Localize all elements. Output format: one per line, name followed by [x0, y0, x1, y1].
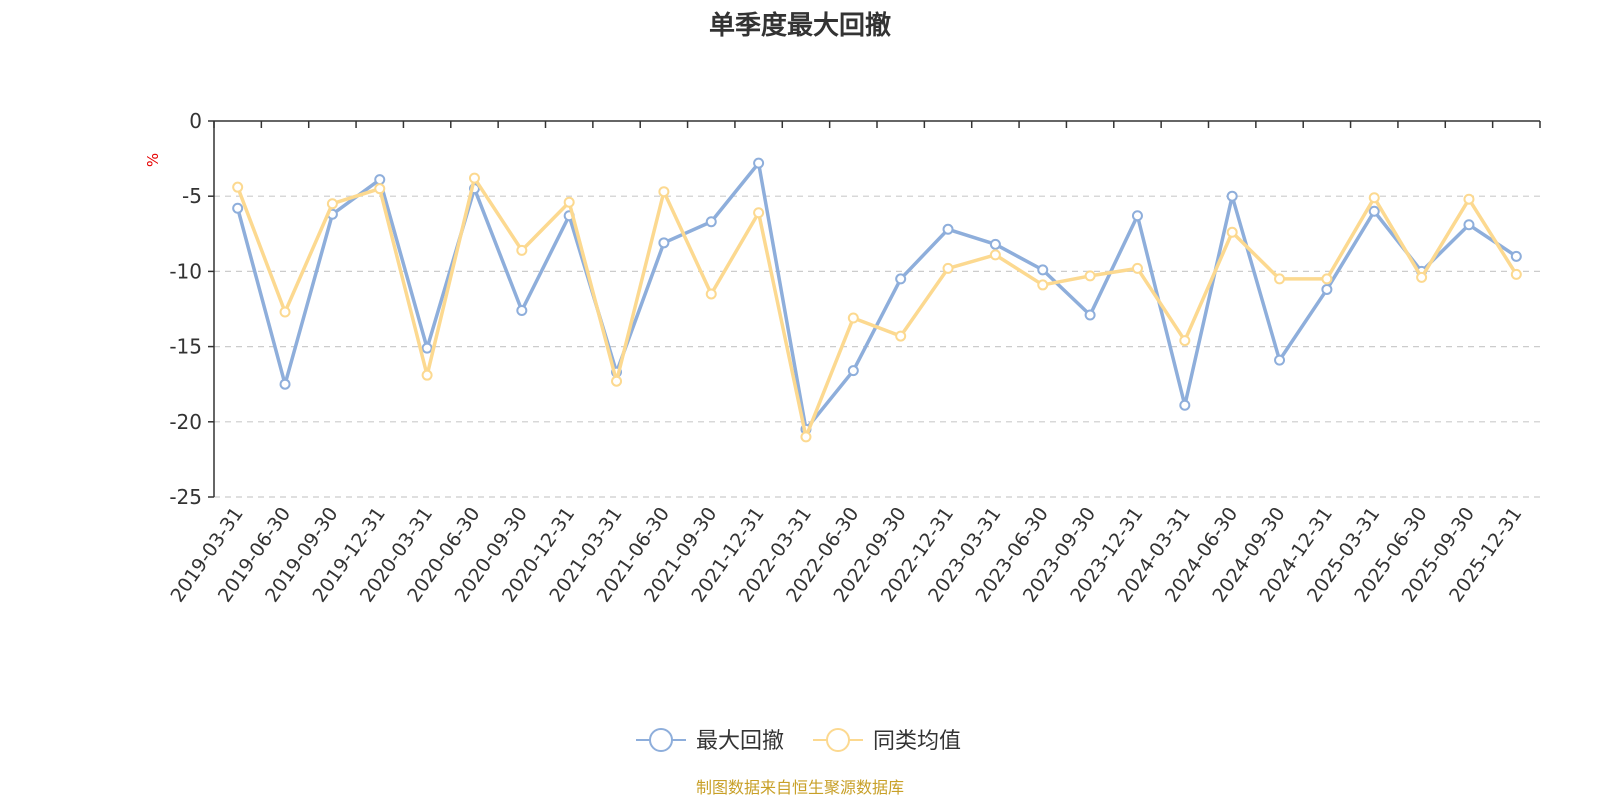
- legend-marker-icon: [826, 728, 850, 752]
- legend-label: 最大回撤: [696, 729, 784, 754]
- data-point[interactable]: [658, 237, 670, 249]
- data-point[interactable]: [1131, 210, 1143, 222]
- data-point[interactable]: [895, 273, 907, 285]
- axes: [208, 120, 1541, 498]
- y-tick-label: -10: [169, 259, 202, 283]
- data-point[interactable]: [374, 174, 386, 186]
- data-point[interactable]: [279, 306, 291, 318]
- data-point[interactable]: [468, 172, 480, 184]
- legend-label: 同类均值: [873, 729, 961, 754]
- grid-lines: [214, 195, 1540, 498]
- data-point[interactable]: [1274, 354, 1286, 366]
- legend-item-1[interactable]: 最大回撤: [636, 728, 784, 754]
- y-tick-label: 0: [189, 109, 202, 133]
- data-point[interactable]: [1179, 399, 1191, 411]
- series-2: [232, 172, 1522, 443]
- series-lines: [232, 157, 1522, 443]
- data-point[interactable]: [942, 262, 954, 274]
- data-point[interactable]: [421, 342, 433, 354]
- data-point[interactable]: [1179, 335, 1191, 347]
- data-point[interactable]: [895, 330, 907, 342]
- data-point[interactable]: [847, 365, 859, 377]
- data-point[interactable]: [658, 186, 670, 198]
- data-point[interactable]: [1274, 273, 1286, 285]
- data-point[interactable]: [1368, 205, 1380, 217]
- data-point[interactable]: [753, 157, 765, 169]
- data-point[interactable]: [1321, 283, 1333, 295]
- data-point[interactable]: [516, 244, 528, 256]
- series-1: [232, 157, 1522, 435]
- data-point[interactable]: [989, 249, 1001, 261]
- data-point[interactable]: [1226, 226, 1238, 238]
- data-point[interactable]: [232, 202, 244, 214]
- data-point[interactable]: [1037, 279, 1049, 291]
- data-point[interactable]: [1416, 271, 1428, 283]
- data-point[interactable]: [1368, 192, 1380, 204]
- y-tick-label: -5: [182, 184, 202, 208]
- data-point[interactable]: [611, 375, 623, 387]
- data-point[interactable]: [753, 207, 765, 219]
- data-point[interactable]: [421, 369, 433, 381]
- data-point[interactable]: [1084, 309, 1096, 321]
- data-point[interactable]: [374, 183, 386, 195]
- data-point[interactable]: [1131, 262, 1143, 274]
- y-axis-unit: %: [144, 153, 162, 167]
- series-line: [236, 176, 1518, 439]
- legend-marker-icon: [649, 728, 673, 752]
- y-tick-label: -25: [169, 485, 202, 509]
- data-point[interactable]: [1226, 190, 1238, 202]
- data-point[interactable]: [1463, 219, 1475, 231]
- data-point[interactable]: [563, 196, 575, 208]
- data-point[interactable]: [326, 198, 338, 210]
- x-tick-labels: 2019-03-312019-06-302019-09-302019-12-31…: [166, 503, 1526, 606]
- data-point[interactable]: [1084, 270, 1096, 282]
- y-tick-label: -20: [169, 410, 202, 434]
- chart-title: 单季度最大回撤: [709, 10, 891, 41]
- data-point[interactable]: [800, 431, 812, 443]
- legend[interactable]: 最大回撤 同类均值: [636, 728, 961, 754]
- data-point[interactable]: [942, 223, 954, 235]
- data-point[interactable]: [1510, 268, 1522, 280]
- data-point[interactable]: [1321, 273, 1333, 285]
- data-point[interactable]: [989, 238, 1001, 250]
- data-point[interactable]: [279, 378, 291, 390]
- y-tick-label: -15: [169, 335, 202, 359]
- data-point[interactable]: [705, 216, 717, 228]
- y-tick-labels: 0 -5 -10 -15 -20 -25: [169, 109, 202, 509]
- data-point[interactable]: [705, 288, 717, 300]
- data-source-note: 制图数据来自恒生聚源数据库: [696, 778, 904, 797]
- series-line: [235, 161, 1518, 432]
- data-point[interactable]: [847, 312, 859, 324]
- data-point[interactable]: [516, 305, 528, 317]
- data-point[interactable]: [1510, 250, 1522, 262]
- data-point[interactable]: [1463, 193, 1475, 205]
- data-point[interactable]: [1037, 264, 1049, 276]
- data-point[interactable]: [232, 181, 244, 193]
- legend-item-2[interactable]: 同类均值: [813, 728, 961, 754]
